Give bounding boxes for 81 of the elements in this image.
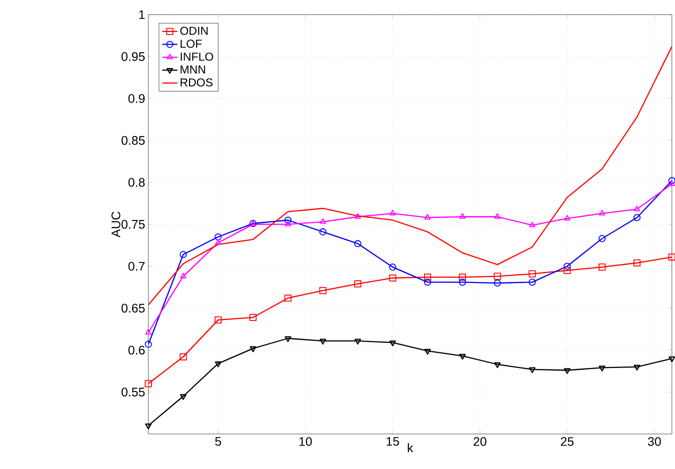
point: [459, 354, 466, 360]
point: [634, 206, 640, 212]
y-tick-label: 0.9: [128, 94, 145, 103]
y-tick-label: 0.85: [122, 136, 145, 145]
point: [319, 286, 326, 294]
point: [529, 367, 536, 373]
point: [180, 272, 186, 278]
point: [634, 364, 640, 370]
legend-label: MNN: [180, 65, 206, 74]
point: [494, 279, 501, 286]
legend-label: LOF: [180, 40, 202, 48]
y-tick-label: 0.6: [128, 346, 145, 354]
x-tick-label: 25: [560, 437, 574, 446]
point: [598, 234, 606, 242]
point: [180, 250, 187, 258]
point: [564, 262, 571, 270]
point: [214, 361, 222, 368]
legend-label: ODIN: [180, 26, 208, 35]
point: [250, 314, 257, 321]
point: [424, 214, 431, 220]
point: [598, 210, 606, 216]
point: [145, 328, 152, 334]
point: [424, 273, 432, 281]
point: [390, 210, 396, 216]
y-tick-label: 0.65: [122, 304, 145, 312]
point: [598, 263, 606, 271]
point: [144, 340, 152, 348]
point: [284, 220, 292, 226]
point: [494, 213, 501, 219]
point: [180, 394, 187, 400]
point: [424, 348, 431, 355]
y-tick-label: 0.8: [128, 178, 145, 187]
x-tick-label: 30: [648, 437, 661, 446]
y-tick-label: 0.95: [122, 52, 145, 61]
x-tick-label: 15: [386, 437, 400, 446]
point: [144, 380, 152, 388]
point: [250, 346, 256, 352]
point: [458, 273, 466, 281]
point: [214, 233, 222, 240]
point: [458, 278, 466, 286]
point: [284, 336, 292, 342]
point: [564, 214, 570, 220]
x-axis-title: k: [408, 442, 414, 452]
point: [389, 263, 396, 271]
legend-label: INFLO: [180, 52, 214, 61]
point: [389, 274, 396, 282]
x-tick-label: 20: [474, 437, 486, 446]
point: [180, 353, 187, 360]
point: [284, 294, 292, 302]
point: [494, 362, 501, 368]
point: [215, 239, 222, 245]
point: [320, 218, 326, 224]
point: [633, 259, 641, 266]
point: [320, 338, 326, 344]
y-tick-label: 0.7: [128, 262, 145, 271]
x-tick-label: 5: [215, 437, 222, 446]
point: [354, 280, 362, 288]
point: [528, 270, 536, 278]
point: [214, 316, 222, 324]
y-tick-label: 1: [139, 10, 145, 19]
point: [354, 240, 362, 248]
point: [564, 368, 570, 374]
point: [459, 213, 466, 219]
point: [633, 214, 641, 222]
x-tick-label: 10: [299, 437, 312, 446]
point: [354, 213, 361, 219]
point: [319, 228, 326, 236]
point: [564, 266, 571, 274]
point: [528, 278, 536, 286]
point: [354, 338, 362, 344]
point: [284, 216, 292, 224]
point: [494, 272, 501, 280]
point: [389, 340, 396, 346]
legend-label: RDOS: [180, 78, 213, 86]
point: [668, 180, 675, 186]
y-tick-label: 0.55: [122, 388, 145, 396]
point: [529, 221, 536, 228]
point: [598, 365, 606, 372]
point: [424, 278, 432, 286]
y-tick-label: 0.75: [122, 220, 145, 229]
y-axis-title: AUC: [111, 212, 120, 238]
